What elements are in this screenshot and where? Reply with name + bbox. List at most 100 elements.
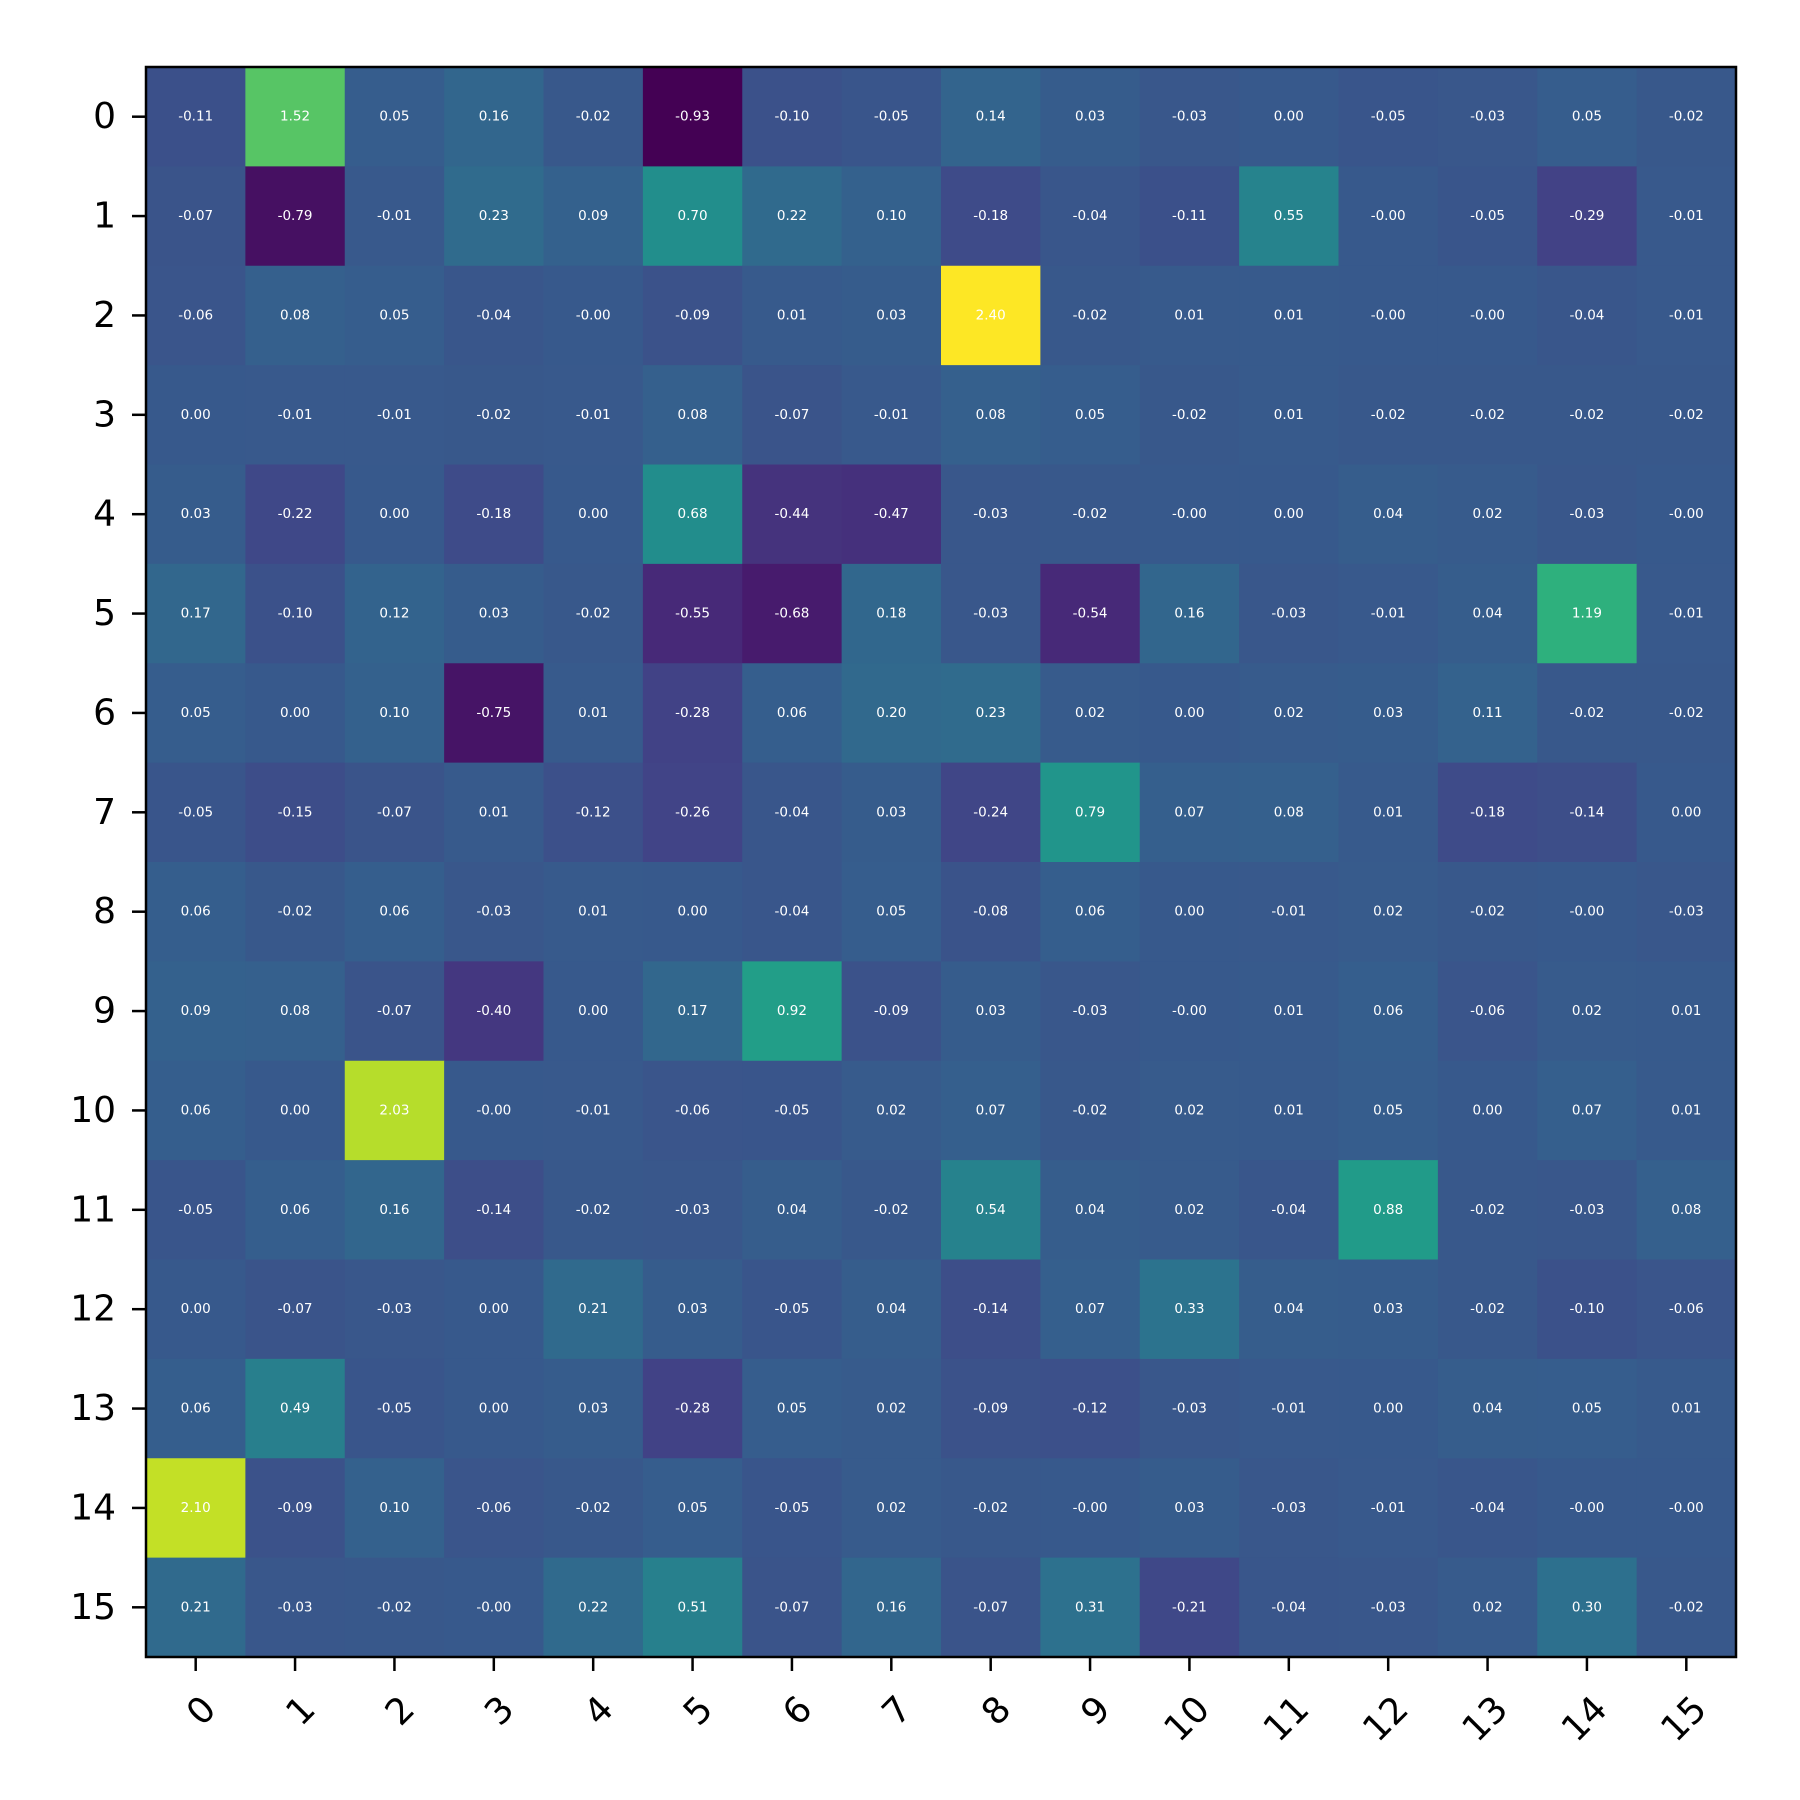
cell-value-label: -0.01 (1669, 606, 1704, 622)
cell-value-label: 0.02 (1373, 904, 1403, 920)
cell-value-label: 0.02 (876, 1500, 906, 1516)
heatmap-cell (841, 1160, 942, 1260)
cell-value-label: -0.28 (675, 705, 710, 721)
y-tick-label: 13 (70, 1388, 116, 1429)
cell-value-label: -0.05 (377, 1401, 412, 1417)
y-tick-label: 14 (70, 1487, 116, 1528)
cell-value-label: 0.16 (479, 109, 509, 125)
heatmap-cell (245, 265, 346, 366)
heatmap-cell (1338, 365, 1439, 465)
cell-value-label: -0.05 (178, 804, 213, 820)
cell-value-label: 0.08 (280, 1003, 310, 1019)
heatmap-cell (841, 862, 942, 962)
heatmap-cell (1537, 1259, 1638, 1360)
cell-value-label: 0.01 (1274, 307, 1304, 323)
heatmap-cell (146, 663, 246, 764)
cell-value-label: -0.05 (1371, 109, 1406, 125)
heatmap-cell (941, 1458, 1041, 1559)
cell-value-label: -0.01 (377, 208, 412, 224)
heatmap-cell (1338, 1458, 1439, 1559)
cell-value-label: -0.18 (476, 506, 511, 522)
heatmap-cell (146, 1557, 246, 1658)
cell-value-label: 0.03 (1075, 109, 1105, 125)
heatmap-cell (1636, 1557, 1737, 1658)
heatmap-cell (1636, 663, 1737, 764)
heatmap-cell (642, 862, 743, 962)
cell-value-label: -0.14 (973, 1301, 1008, 1317)
heatmap-cell (344, 1060, 445, 1161)
heatmap-cell (742, 762, 843, 863)
heatmap-cell (1437, 1160, 1538, 1260)
cell-value-label: -0.00 (576, 307, 611, 323)
cell-value-label: -0.09 (675, 307, 710, 323)
heatmap-cell (1040, 365, 1141, 465)
cell-value-label: -0.00 (1371, 208, 1406, 224)
heatmap-cell (1537, 1458, 1638, 1559)
cell-value-label: -0.00 (1569, 904, 1604, 920)
cell-value-label: 0.00 (1473, 1102, 1503, 1118)
heatmap-cell (841, 663, 942, 764)
heatmap-cell (841, 464, 942, 565)
cell-value-label: -0.01 (1371, 606, 1406, 622)
cell-value-label: 0.05 (379, 109, 409, 125)
y-tick-label: 5 (93, 593, 116, 634)
heatmap-cell (1139, 762, 1240, 863)
heatmap-cell (1239, 464, 1339, 565)
heatmap-cell (245, 1259, 346, 1360)
heatmap-cell (841, 67, 942, 167)
x-tick-label: 13 (1455, 1689, 1516, 1750)
heatmap-cell (1040, 1160, 1141, 1260)
heatmap-cell (543, 1557, 644, 1658)
x-tick-label: 5 (676, 1689, 721, 1734)
cell-value-label: 0.05 (876, 904, 906, 920)
cell-value-label: -0.02 (576, 1202, 611, 1218)
heatmap-cell (344, 563, 445, 664)
heatmap-cell (1040, 464, 1141, 565)
heatmap-cell (1338, 663, 1439, 764)
y-tick-label: 11 (70, 1189, 116, 1230)
cell-value-label: 0.06 (777, 705, 807, 721)
cell-value-label: 0.03 (1174, 1500, 1204, 1516)
heatmap-cell (1338, 1557, 1439, 1658)
heatmap-cell (642, 1060, 743, 1161)
y-tick-label: 0 (93, 96, 116, 137)
cell-value-label: -0.93 (675, 109, 710, 125)
cell-value-label: 0.09 (181, 1003, 211, 1019)
heatmap-cell (1239, 1557, 1339, 1658)
cell-value-label: -0.02 (377, 1599, 412, 1615)
cell-value-label: 0.03 (678, 1301, 708, 1317)
heatmap-cell (1040, 1259, 1141, 1360)
cell-value-label: -0.00 (1172, 506, 1207, 522)
cell-value-label: -0.07 (973, 1599, 1008, 1615)
cell-value-label: -0.12 (576, 804, 611, 820)
heatmap-cell (642, 1160, 743, 1260)
cell-value-label: 0.00 (1174, 904, 1204, 920)
heatmap-cell (1040, 663, 1141, 764)
cell-value-label: 0.08 (280, 307, 310, 323)
cell-value-label: -0.12 (1073, 1401, 1108, 1417)
heatmap-cell (642, 663, 743, 764)
heatmap-cell (1338, 1060, 1439, 1161)
heatmap-cell-labels: -0.11 1.52 0.05 0.16 -0.02 -0.93 -0.10 -0.05 0.1… (178, 109, 1704, 1616)
cell-value-label: 0.07 (1572, 1102, 1602, 1118)
cell-value-label: -0.02 (1470, 1301, 1505, 1317)
cell-value-label: 0.00 (1274, 109, 1304, 125)
heatmap-cell (1537, 1358, 1638, 1459)
cell-value-label: -0.02 (576, 606, 611, 622)
heatmap-cell (1537, 961, 1638, 1062)
heatmap-cell (1139, 862, 1240, 962)
cell-value-label: 0.22 (578, 1599, 608, 1615)
cell-value-label: -0.01 (278, 407, 313, 423)
cell-value-label: -0.09 (278, 1500, 313, 1516)
cell-value-label: -0.00 (476, 1599, 511, 1615)
heatmap-cell (146, 166, 246, 267)
heatmap-cell (444, 67, 544, 167)
heatmap-cell (941, 365, 1041, 465)
cell-value-label: -0.01 (1271, 904, 1306, 920)
cell-value-label: 0.33 (1174, 1301, 1204, 1317)
heatmap-cell (742, 1358, 843, 1459)
cell-value-label: 0.06 (181, 1401, 211, 1417)
cell-value-label: 0.20 (876, 705, 906, 721)
heatmap-cell (1239, 961, 1339, 1062)
cell-value-label: 0.21 (578, 1301, 608, 1317)
